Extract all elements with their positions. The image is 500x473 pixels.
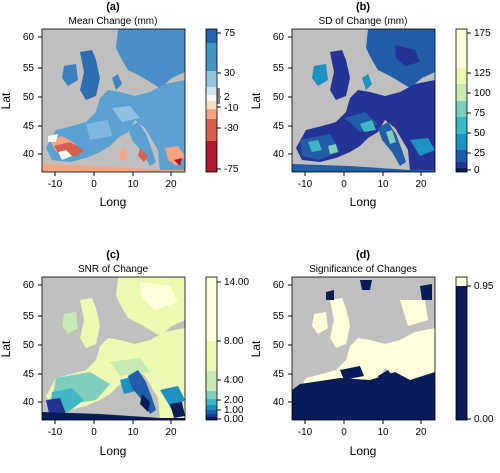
x-tick-label: -10 (298, 427, 313, 438)
x-tick-label: 20 (415, 427, 427, 438)
colorbar: 175 125 100 75 50 25 0 (455, 28, 491, 176)
y-tick-label: 40 (273, 149, 285, 160)
colorbar-tick-label: 8.00 (224, 336, 244, 347)
y-tick-label: 50 (23, 92, 35, 103)
x-axis-label: Long (350, 195, 377, 209)
panel-title: Significance of Changes (309, 264, 417, 275)
y-tick-label: 45 (23, 121, 35, 132)
x-tick-label: 10 (127, 179, 139, 190)
y-axis: 40 45 50 55 60 Lat (0, 32, 42, 160)
x-axis-label: Long (350, 444, 377, 458)
panel-label: (d) (356, 249, 370, 261)
y-tick-label: 40 (23, 149, 35, 160)
x-axis: -10 0 10 20 Long (298, 420, 427, 458)
panel-d: (d) Significance of Changes -10 0 10 20 … (249, 249, 494, 458)
colorbar-tick-label: 4.00 (224, 375, 244, 386)
map-area (42, 29, 185, 172)
y-tick-label: 50 (23, 340, 35, 351)
y-tick-label: 40 (273, 397, 285, 408)
y-axis-label: Lat (249, 340, 263, 357)
y-axis: 40 45 50 55 60 Lat (0, 280, 42, 408)
y-tick-label: 45 (273, 121, 285, 132)
y-tick-label: 55 (23, 63, 35, 74)
x-tick-label: 20 (165, 179, 177, 190)
map-area (292, 277, 435, 420)
panel-label: (a) (106, 1, 120, 13)
y-tick-label: 55 (273, 311, 285, 322)
x-tick-label: -10 (48, 179, 63, 190)
y-axis-label: Lat (0, 92, 13, 109)
y-tick-label: 50 (273, 340, 285, 351)
x-axis: -10 0 10 20 Long (48, 172, 177, 209)
y-axis: 40 45 50 55 60 Lat (249, 32, 292, 160)
y-tick-label: 50 (273, 92, 285, 103)
x-tick-label: 0 (341, 427, 347, 438)
y-tick-label: 55 (273, 63, 285, 74)
colorbar-tick-label: 125 (474, 68, 491, 79)
panel-title: Mean Change (mm) (69, 16, 158, 27)
y-tick-label: 60 (273, 280, 285, 291)
colorbar-tick-label: 50 (474, 128, 486, 139)
colorbar-tick-label: -75 (224, 164, 239, 175)
x-axis: -10 0 10 20 Long (48, 420, 177, 458)
map-area (42, 277, 185, 420)
colorbar-tick-label: 14.00 (224, 277, 249, 288)
colorbar-tick-label: 175 (474, 28, 491, 39)
y-tick-label: 45 (23, 369, 35, 380)
x-tick-label: -10 (298, 179, 313, 190)
x-tick-label: 20 (165, 427, 177, 438)
x-tick-label: 0 (91, 179, 97, 190)
x-tick-label: 10 (377, 427, 389, 438)
colorbar-tick-label: -10 (224, 103, 239, 114)
x-axis: -10 0 10 20 Long (298, 172, 427, 209)
panel-a: (a) Mean Change (mm) (0, 1, 239, 209)
colorbar: 14.00 8.00 4.00 2.00 1.00 0.00 (205, 276, 249, 425)
colorbar-tick-label: 0.95 (474, 281, 494, 292)
y-tick-label: 60 (273, 32, 285, 43)
y-axis: 40 45 50 55 60 Lat (249, 280, 292, 408)
colorbar-tick-label: 100 (474, 88, 491, 99)
x-tick-label: -10 (48, 427, 63, 438)
y-tick-label: 55 (23, 311, 35, 322)
panel-title: SD of Change (mm) (319, 16, 408, 27)
x-tick-label: 10 (127, 427, 139, 438)
y-tick-label: 60 (23, 32, 35, 43)
y-tick-label: 60 (23, 280, 35, 291)
colorbar-tick-label: 0.00 (224, 414, 244, 425)
colorbar-tick-label: 75 (474, 108, 486, 119)
y-axis-label: Lat (249, 92, 263, 109)
panel-label: (c) (106, 249, 120, 261)
colorbar-tick-label: 0 (474, 165, 480, 176)
x-axis-label: Long (100, 444, 127, 458)
colorbar: 0.95 0.00 (455, 276, 494, 425)
colorbar-tick-label: -30 (224, 123, 239, 134)
y-axis-label: Lat (0, 340, 13, 357)
x-tick-label: 10 (377, 179, 389, 190)
x-tick-label: 0 (91, 427, 97, 438)
colorbar-tick-label: 25 (474, 148, 486, 159)
panel-b: (b) SD of Change (mm) -10 0 10 20 (249, 1, 491, 209)
colorbar-tick-label: 2 (224, 92, 230, 103)
x-axis-label: Long (100, 195, 127, 209)
colorbar: 75 30 2 -10 -30 -75 (205, 28, 239, 175)
y-tick-label: 40 (23, 397, 35, 408)
x-tick-label: 0 (341, 179, 347, 190)
panel-label: (b) (356, 1, 370, 13)
y-tick-label: 45 (273, 369, 285, 380)
colorbar-tick-label: 2.00 (224, 395, 244, 406)
colorbar-tick-label: 0.00 (474, 414, 494, 425)
colorbar-tick-label: 75 (224, 28, 236, 39)
panel-c: (c) SNR of Change -10 0 10 20 Long (0, 249, 249, 458)
panel-title: SNR of Change (78, 264, 148, 275)
colorbar-tick-label: 1.00 (224, 405, 244, 416)
x-tick-label: 20 (415, 179, 427, 190)
colorbar-tick-label: 30 (224, 68, 236, 79)
map-area (292, 29, 435, 172)
